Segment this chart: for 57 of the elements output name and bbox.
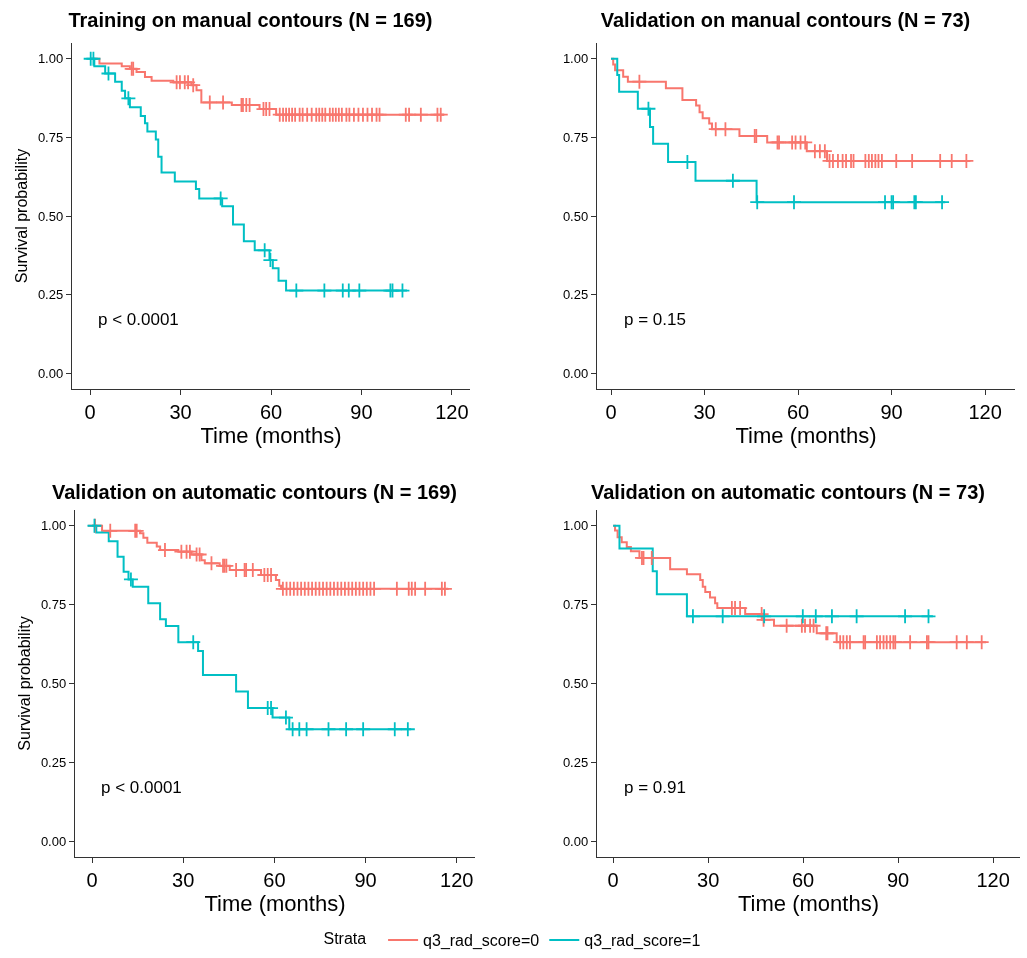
y-tick-label: 1.00 [40,518,67,534]
legend-title: Strata [323,929,376,947]
y-tick-label: 0.50 [37,208,64,224]
chart-title: Training on manual contours (N = 169) [68,9,433,31]
x-tick-label: 0 [84,401,96,424]
x-axis-title: Time (months) [204,891,346,917]
annotation: p = 0.91 [624,778,686,797]
y-tick-label: 0.25 [562,754,589,770]
x-tick-label: 30 [697,869,720,892]
x-tick-label: 90 [354,869,377,892]
x-tick-label: 90 [886,869,910,892]
y-tick-label: 1.00 [37,51,64,67]
x-axis-title: Time (months) [200,423,342,449]
x-tick-label: 30 [693,401,716,424]
y-tick-label: 0.00 [562,365,589,381]
x-tick-label: 120 [968,401,1002,424]
annotation: p < 0.0001 [98,310,179,329]
y-tick-label: 0.50 [562,676,589,692]
chart-title: Validation on automatic contours (N = 73) [590,481,985,503]
y-tick-label: 0.25 [562,287,589,303]
annotation: p = 0.15 [624,310,686,329]
x-tick-label: 0 [607,869,619,892]
chart-title: Validation on automatic contours (N = 169) [51,481,457,503]
x-tick-label: 30 [172,869,195,892]
x-tick-label: 0 [605,401,617,424]
y-tick-label: 0.00 [37,365,64,381]
y-tick-label: 0.75 [37,129,64,145]
y-tick-label: 0.75 [562,597,589,613]
chart-title: Validation on manual contours (N = 73) [600,9,971,31]
x-tick-label: 0 [86,869,98,892]
y-tick-label: 0.00 [562,833,589,849]
legend-label: q3_rad_score=0 [423,932,540,951]
y-tick-label: 0.25 [40,754,67,770]
x-tick-label: 60 [263,869,286,892]
y-tick-label: 0.50 [562,208,589,224]
y-tick-label: 0.25 [37,287,64,303]
x-tick-label: 60 [791,869,815,892]
legend-label: q3_rad_score=1 [584,932,701,951]
y-tick-label: 0.50 [40,676,67,692]
x-axis-title: Time (months) [738,891,879,917]
x-axis-title: Time (months) [735,423,877,449]
y-axis-title: Survival probability [12,148,30,284]
x-tick-label: 120 [976,869,1010,892]
y-tick-label: 0.75 [562,129,589,145]
x-tick-label: 30 [169,401,192,424]
y-axis-title: Survival probability [15,616,33,751]
x-tick-label: 60 [786,401,810,424]
annotation: p < 0.0001 [101,778,182,797]
x-tick-label: 120 [440,869,474,892]
x-tick-label: 120 [435,401,469,424]
y-tick-label: 0.00 [40,833,67,849]
x-tick-label: 90 [880,401,903,424]
y-tick-label: 1.00 [562,51,589,67]
x-tick-label: 90 [350,401,373,424]
y-tick-label: 0.75 [40,597,67,613]
x-tick-label: 60 [259,401,283,424]
y-tick-label: 1.00 [562,518,589,534]
